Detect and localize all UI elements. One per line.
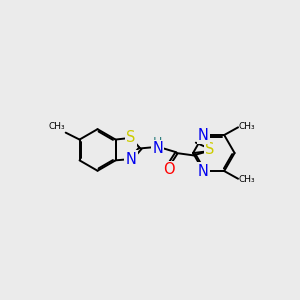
Text: H: H <box>153 136 163 149</box>
Text: N: N <box>198 164 209 178</box>
Text: N: N <box>198 128 209 142</box>
Text: CH₃: CH₃ <box>48 122 65 131</box>
Text: N: N <box>152 141 163 156</box>
Text: CH₃: CH₃ <box>239 175 256 184</box>
Text: S: S <box>126 130 136 145</box>
Text: N: N <box>125 152 136 166</box>
Text: O: O <box>163 162 175 177</box>
Text: S: S <box>205 142 214 158</box>
Text: CH₃: CH₃ <box>239 122 256 131</box>
